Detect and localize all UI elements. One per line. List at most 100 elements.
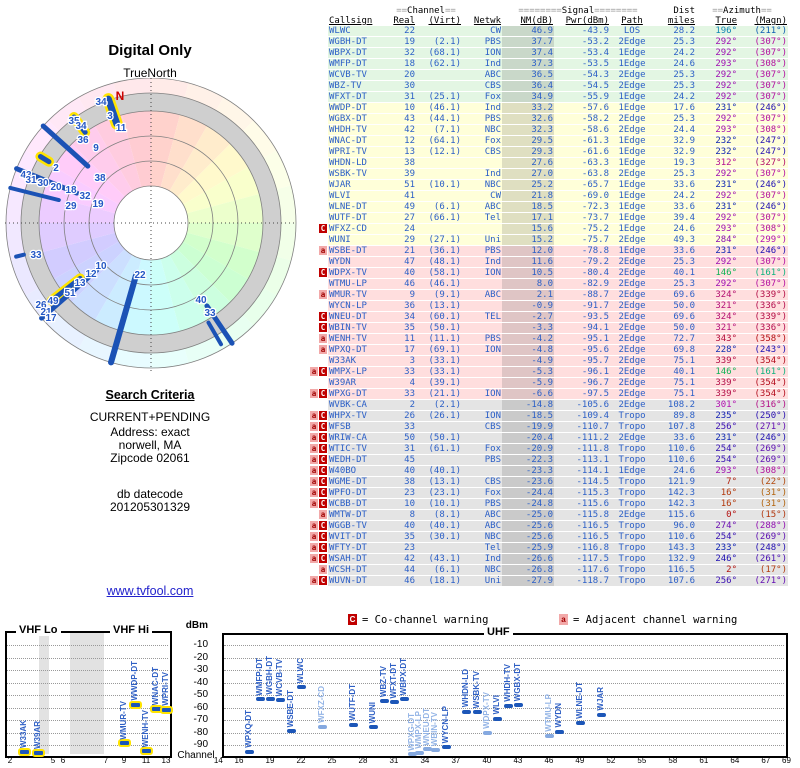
callsign-link[interactable]: WNAC-DT — [328, 135, 390, 147]
callsign-link[interactable]: W33AK — [328, 355, 390, 367]
real-channel-cell: 40 — [390, 520, 416, 532]
adjacent-channel-warning-icon: a — [319, 565, 327, 574]
callsign-link[interactable]: WMUR-TV — [328, 289, 390, 301]
callsign-link[interactable]: WSAH-DT — [328, 553, 390, 565]
callsign-link[interactable]: WPRI-TV — [328, 146, 390, 158]
distance-cell: 24.6 — [654, 58, 696, 70]
callsign-link[interactable]: WNEU-DT — [328, 311, 390, 323]
callsign-link[interactable]: WFXZ-CD — [328, 223, 390, 235]
callsign-link[interactable]: WCVB-TV — [328, 69, 390, 81]
callsign-link[interactable]: W39AR — [328, 377, 390, 389]
callsign-link[interactable]: WHDH-TV — [328, 124, 390, 136]
callsign-link[interactable]: WWDP-DT — [328, 102, 390, 114]
gridline — [7, 745, 168, 746]
callsign-link[interactable]: WMTW-DT — [328, 509, 390, 521]
callsign-link[interactable]: WTIC-TV — [328, 443, 390, 455]
callsign-link[interactable]: WVIT-DT — [328, 531, 390, 543]
noise-margin-cell: -27.9 — [502, 575, 554, 587]
callsign-link[interactable]: WHDN-LD — [328, 157, 390, 169]
callsign-link[interactable]: WYDN — [328, 256, 390, 268]
callsign-link[interactable]: WMFP-DT — [328, 58, 390, 70]
callsign-link[interactable]: WGBX-DT — [328, 113, 390, 125]
callsign-link[interactable]: WCBB-DT — [328, 498, 390, 510]
azimuth-true-cell: 292° — [696, 190, 738, 202]
signal-spoke — [14, 252, 26, 259]
distance-cell: 25.3 — [654, 80, 696, 92]
callsign-link[interactable]: WFXT-DT — [328, 91, 390, 103]
callsign-link[interactable]: WSBE-DT — [328, 245, 390, 257]
table-row: WBPX-DT 32 (68.1) ION 37.4 -53.4 1Edge 24.2 292°… — [304, 47, 788, 59]
network-cell — [462, 223, 502, 235]
real-channel-cell: 8 — [390, 509, 416, 521]
path-cell: 2Edge — [610, 36, 654, 48]
callsign-link[interactable]: WJAR — [328, 179, 390, 191]
callsign-link[interactable]: WFSB — [328, 421, 390, 433]
callsign-link[interactable]: WGBH-DT — [328, 36, 390, 48]
channel-tick-label: 22 — [296, 756, 306, 765]
callsign-link[interactable]: WSBK-TV — [328, 168, 390, 180]
callsign-link[interactable]: WLWC — [328, 26, 390, 37]
callsign-link[interactable]: WFTY-DT — [328, 542, 390, 554]
bar-callsign-label: WUNI — [368, 701, 378, 724]
callsign-link[interactable]: WYCN-LP — [328, 300, 390, 312]
tvfool-link[interactable]: www.tvfool.com — [106, 584, 194, 598]
callsign-link[interactable]: WUTF-DT — [328, 212, 390, 224]
azimuth-magnetic-cell: (161°) — [738, 366, 788, 378]
warning-cell — [304, 135, 328, 147]
callsign-link[interactable]: WMPX-LP — [328, 366, 390, 378]
co-channel-warning-icon: C — [319, 543, 327, 552]
callsign-link[interactable]: WGGB-TV — [328, 520, 390, 532]
callsign-link[interactable]: W40BO — [328, 465, 390, 477]
callsign-link[interactable]: WPXQ-DT — [328, 344, 390, 356]
callsign-link[interactable]: WUVN-DT — [328, 575, 390, 587]
callsign-link[interactable]: WHPX-TV — [328, 410, 390, 422]
path-cell: 2Edge — [610, 311, 654, 323]
gridline — [7, 732, 168, 734]
channel-tick-label: 19 — [265, 756, 275, 765]
power-cell: -110.7 — [554, 421, 610, 433]
real-channel-cell: 12 — [390, 135, 416, 147]
callsign-link[interactable]: WGME-DT — [328, 476, 390, 488]
path-cell: Tropo — [610, 553, 654, 565]
signal-bar — [575, 720, 585, 725]
callsign-link[interactable]: WBZ-TV — [328, 80, 390, 92]
network-cell: CW — [462, 190, 502, 202]
dbm-tick-label: -90 — [193, 739, 208, 750]
search-criteria-line: Address: exact — [110, 425, 190, 439]
bar-callsign-label: WGBH-DT — [264, 656, 274, 695]
callsign-link[interactable]: WVBK-CA — [328, 399, 390, 411]
callsign-link[interactable]: WDPX-TV — [328, 267, 390, 279]
callsign-link[interactable]: WLVI — [328, 190, 390, 202]
callsign-link[interactable]: WUNI — [328, 234, 390, 246]
callsign-link[interactable]: WBPX-DT — [328, 47, 390, 59]
noise-margin-cell: -23.3 — [502, 465, 554, 477]
path-cell: 1Edge — [610, 157, 654, 169]
network-cell — [462, 432, 502, 444]
adjacent-channel-warning-icon: a — [319, 290, 327, 299]
azimuth-true-cell: 339° — [696, 355, 738, 367]
warning-cell — [304, 377, 328, 389]
signal-bar — [423, 747, 432, 752]
power-cell: -79.2 — [554, 256, 610, 268]
callsign-link[interactable]: WRIW-CA — [328, 432, 390, 444]
callsign-link[interactable]: WPXG-DT — [328, 388, 390, 400]
distance-cell: 69.6 — [654, 289, 696, 301]
callsign-link[interactable]: WLNE-DT — [328, 201, 390, 213]
callsign-link[interactable]: WENH-TV — [328, 333, 390, 345]
callsign-link[interactable]: WCSH-DT — [328, 564, 390, 576]
table-row: a C WEDH-DT 45 PBS -22.3 -113.1 Tropo 110.6 254°(… — [304, 454, 788, 466]
path-cell: Tropo — [610, 531, 654, 543]
callsign-link[interactable]: WEDH-DT — [328, 454, 390, 466]
callsign-link[interactable]: WPFO-DT — [328, 487, 390, 499]
co-channel-warning-icon: C — [319, 499, 327, 508]
network-cell: CBS — [462, 80, 502, 92]
azimuth-true-cell: 231° — [696, 102, 738, 114]
signal-bar — [255, 697, 265, 702]
dbm-tick-label: -50 — [193, 689, 208, 700]
signal-bar — [544, 734, 554, 739]
virtual-channel-cell — [416, 80, 462, 92]
power-cell: -95.7 — [554, 355, 610, 367]
callsign-link[interactable]: WBIN-TV — [328, 322, 390, 334]
callsign-link[interactable]: WTMU-LP — [328, 278, 390, 290]
